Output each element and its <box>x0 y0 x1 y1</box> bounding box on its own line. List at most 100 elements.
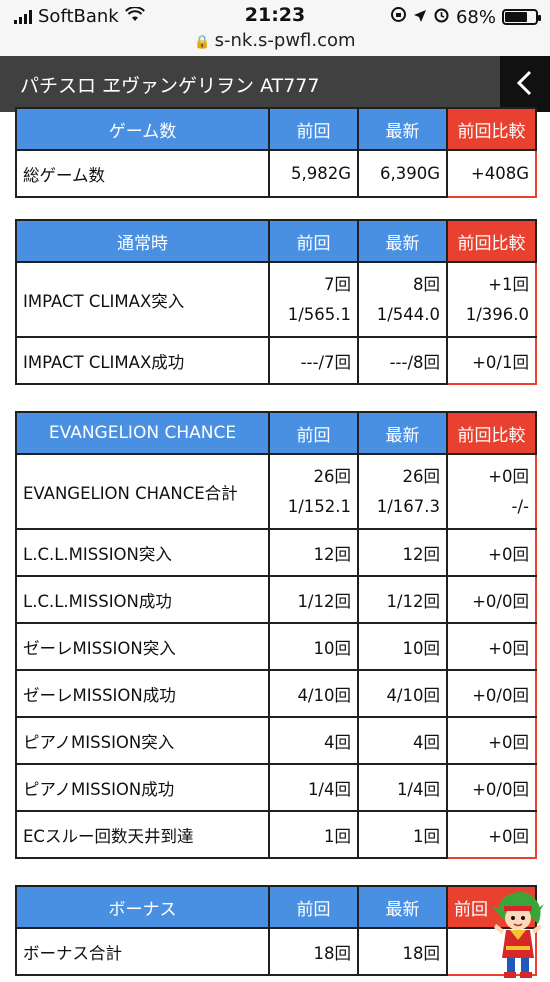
row-label: L.C.L.MISSION成功 <box>15 575 270 624</box>
cell-comparison: +408G <box>446 149 537 198</box>
table-row: ボーナス合計 18回 18回 <box>15 927 537 976</box>
alarm-icon <box>433 6 450 28</box>
row-label: ボーナス合計 <box>15 927 270 976</box>
header-category: 通常時 <box>15 219 270 263</box>
cell-comparison: +0/0回 <box>446 763 537 812</box>
mascot-character-icon[interactable] <box>492 888 544 978</box>
cell-comparison: +0/0回 <box>446 669 537 718</box>
signal-icon <box>14 9 32 24</box>
lock-icon: 🔒 <box>194 35 211 50</box>
carrier-name: SoftBank <box>38 6 119 27</box>
status-bar: SoftBank 21:23 68% 🔒 s-nk.s-pwfl.com <box>0 0 550 56</box>
header-latest: 最新 <box>357 411 448 455</box>
table-row: ゼーレMISSION突入 10回 10回 +0回 <box>15 622 537 671</box>
table-row: ピアノMISSION成功 1/4回 1/4回 +0/0回 <box>15 763 537 812</box>
cell-comparison: +0回 <box>446 528 537 577</box>
status-right: 68% <box>390 6 541 28</box>
header-latest: 最新 <box>357 107 448 151</box>
table-row: ゼーレMISSION成功 4/10回 4/10回 +0/0回 <box>15 669 537 718</box>
orientation-lock-icon <box>390 6 407 28</box>
bonus-table: ボーナス 前回 最新 前回 ボーナス合計 18回 18回 <box>15 885 537 976</box>
cell-latest: 4/10回 <box>357 669 448 718</box>
cell-previous: 26回 1/152.1 <box>268 453 359 530</box>
back-button[interactable] <box>500 56 550 112</box>
header-latest: 最新 <box>357 885 448 929</box>
cell-latest: 12回 <box>357 528 448 577</box>
table-row: EVANGELION CHANCE合計 26回 1/152.1 26回 1/16… <box>15 453 537 530</box>
cell-previous: 10回 <box>268 622 359 671</box>
cell-latest: ---/8回 <box>357 336 448 385</box>
header-comparison: 前回比較 <box>446 411 537 455</box>
cell-previous: 4回 <box>268 716 359 765</box>
row-label: ピアノMISSION成功 <box>15 763 270 812</box>
wifi-icon <box>124 6 145 27</box>
cell-latest: 26回 1/167.3 <box>357 453 448 530</box>
table-row: IMPACT CLIMAX成功 ---/7回 ---/8回 +0/1回 <box>15 336 537 385</box>
row-label: ピアノMISSION突入 <box>15 716 270 765</box>
cell-latest: 8回 1/544.0 <box>357 261 448 338</box>
header-comparison: 前回比較 <box>446 219 537 263</box>
row-label: IMPACT CLIMAX成功 <box>15 336 270 385</box>
row-label: EVANGELION CHANCE合計 <box>15 453 270 530</box>
cell-comparison: +0回 <box>446 622 537 671</box>
cell-previous: 4/10回 <box>268 669 359 718</box>
chevron-left-icon <box>516 70 532 96</box>
cell-latest: 10回 <box>357 622 448 671</box>
cell-latest: 18回 <box>357 927 448 976</box>
row-label: ゼーレMISSION成功 <box>15 669 270 718</box>
address-bar[interactable]: 🔒 s-nk.s-pwfl.com <box>0 30 550 51</box>
page-title: パチスロ ヱヴァンゲリヲン AT777 <box>20 75 320 97</box>
cell-comparison: +0/1回 <box>446 336 537 385</box>
game-count-table: ゲーム数 前回 最新 前回比較 総ゲーム数 5,982G 6,390G +408… <box>15 107 537 198</box>
evangelion-chance-table: EVANGELION CHANCE 前回 最新 前回比較 EVANGELION … <box>15 411 537 859</box>
header-previous: 前回 <box>268 885 359 929</box>
cell-previous: 18回 <box>268 927 359 976</box>
cell-latest: 1/12回 <box>357 575 448 624</box>
cell-previous: 5,982G <box>268 149 359 198</box>
cell-comparison: +1回 1/396.0 <box>446 261 537 338</box>
table-header-row: EVANGELION CHANCE 前回 最新 前回比較 <box>15 411 537 455</box>
carrier: SoftBank <box>14 6 145 27</box>
cell-latest: 4回 <box>357 716 448 765</box>
table-row: ピアノMISSION突入 4回 4回 +0回 <box>15 716 537 765</box>
battery-icon <box>502 9 541 25</box>
cell-comparison: +0回 <box>446 716 537 765</box>
header-previous: 前回 <box>268 411 359 455</box>
row-label: 総ゲーム数 <box>15 149 270 198</box>
table-header-row: ゲーム数 前回 最新 前回比較 <box>15 107 537 151</box>
cell-latest: 1回 <box>357 810 448 859</box>
table-row: L.C.L.MISSION突入 12回 12回 +0回 <box>15 528 537 577</box>
table-row: 総ゲーム数 5,982G 6,390G +408G <box>15 149 537 198</box>
url-text: s-nk.s-pwfl.com <box>214 30 356 51</box>
table-row: ECスルー回数天井到達 1回 1回 +0回 <box>15 810 537 859</box>
row-label: IMPACT CLIMAX突入 <box>15 261 270 338</box>
cell-previous: ---/7回 <box>268 336 359 385</box>
header-comparison: 前回比較 <box>446 107 537 151</box>
header-previous: 前回 <box>268 219 359 263</box>
cell-previous: 12回 <box>268 528 359 577</box>
battery-percent: 68% <box>455 6 496 28</box>
normal-table: 通常時 前回 最新 前回比較 IMPACT CLIMAX突入 7回 1/565.… <box>15 219 537 385</box>
app-header: パチスロ ヱヴァンゲリヲン AT777 <box>0 56 550 112</box>
cell-comparison: +0回 -/- <box>446 453 537 530</box>
row-label: ゼーレMISSION突入 <box>15 622 270 671</box>
location-icon <box>413 7 427 28</box>
header-category: EVANGELION CHANCE <box>15 411 270 455</box>
cell-latest: 6,390G <box>357 149 448 198</box>
cell-previous: 1回 <box>268 810 359 859</box>
table-row: L.C.L.MISSION成功 1/12回 1/12回 +0/0回 <box>15 575 537 624</box>
cell-comparison: +0回 <box>446 810 537 859</box>
table-row: IMPACT CLIMAX突入 7回 1/565.1 8回 1/544.0 +1… <box>15 261 537 338</box>
header-previous: 前回 <box>268 107 359 151</box>
table-header-row: 通常時 前回 最新 前回比較 <box>15 219 537 263</box>
header-latest: 最新 <box>357 219 448 263</box>
cell-latest: 1/4回 <box>357 763 448 812</box>
row-label: L.C.L.MISSION突入 <box>15 528 270 577</box>
header-category: ゲーム数 <box>15 107 270 151</box>
table-header-row: ボーナス 前回 最新 前回 <box>15 885 537 929</box>
cell-comparison: +0/0回 <box>446 575 537 624</box>
cell-previous: 1/4回 <box>268 763 359 812</box>
cell-previous: 7回 1/565.1 <box>268 261 359 338</box>
cell-previous: 1/12回 <box>268 575 359 624</box>
header-category: ボーナス <box>15 885 270 929</box>
